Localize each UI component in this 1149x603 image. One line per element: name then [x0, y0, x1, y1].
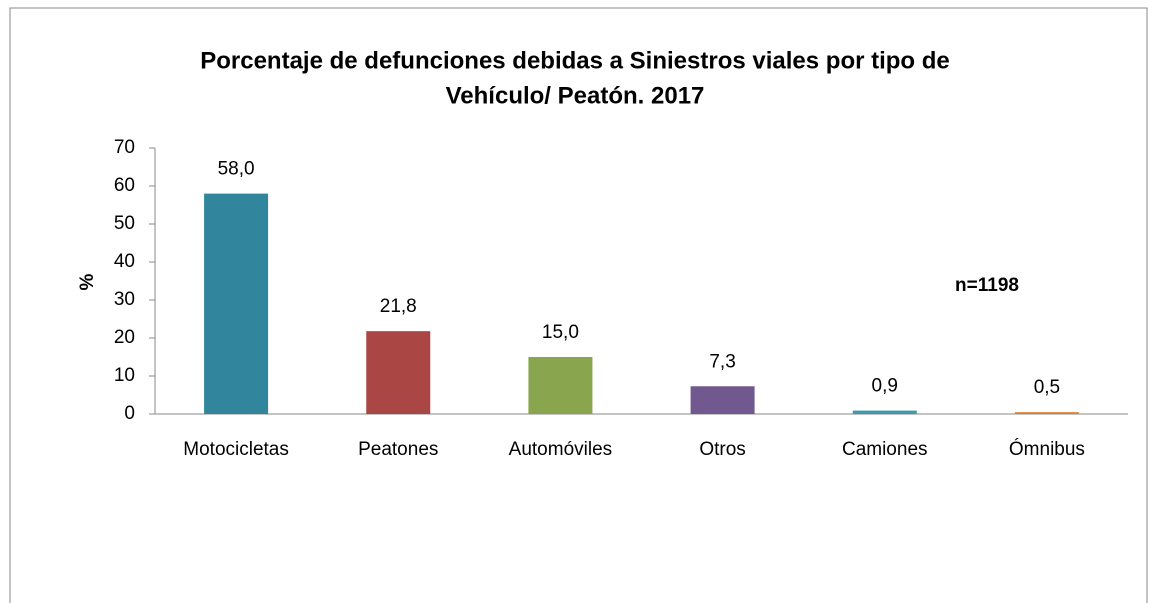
data-label: 7,3 — [709, 351, 735, 372]
data-label: 0,9 — [872, 376, 898, 397]
bar — [1014, 412, 1079, 414]
data-label: 58,0 — [218, 159, 255, 180]
x-tick-label: Otros — [699, 439, 745, 460]
bar — [690, 386, 755, 414]
data-label: 0,5 — [1034, 377, 1060, 398]
y-tick-label: 70 — [114, 137, 135, 158]
y-tick-label: 0 — [124, 403, 135, 424]
data-label: 15,0 — [542, 322, 579, 343]
x-tick-label: Motocicletas — [183, 439, 289, 460]
x-tick-label: Peatones — [358, 439, 438, 460]
annotation: n=1198 — [955, 275, 1019, 296]
data-label: 21,8 — [380, 296, 417, 317]
x-tick-label: Camiones — [842, 439, 928, 460]
bar — [204, 193, 269, 414]
chart-title: Vehículo/ Peatón. 2017 — [446, 82, 705, 109]
y-tick-label: 30 — [114, 289, 135, 310]
bar — [366, 331, 431, 414]
chart-border — [9, 7, 1148, 603]
y-tick-label: 10 — [114, 365, 135, 386]
x-tick-label: Automóviles — [509, 439, 613, 460]
bar — [528, 357, 593, 414]
bar — [852, 410, 917, 414]
y-tick-label: 60 — [114, 175, 135, 196]
y-axis-label: % — [77, 273, 98, 290]
x-tick-label: Ómnibus — [1009, 438, 1085, 460]
y-tick-label: 40 — [114, 251, 135, 272]
chart-title: Porcentaje de defunciones debidas a Sini… — [200, 47, 950, 74]
y-tick-label: 50 — [114, 213, 135, 234]
y-tick-label: 20 — [114, 327, 135, 348]
